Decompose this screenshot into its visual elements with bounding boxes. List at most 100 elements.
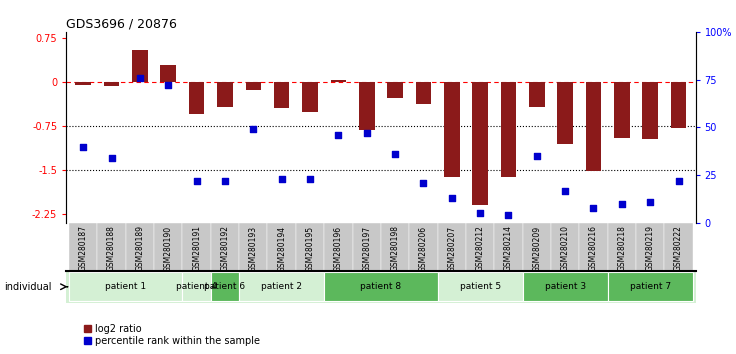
Text: GSM280198: GSM280198	[391, 225, 400, 272]
Text: patient 2: patient 2	[261, 282, 302, 291]
Bar	[670, 82, 686, 128]
Text: GSM280195: GSM280195	[305, 225, 314, 272]
FancyBboxPatch shape	[608, 273, 693, 301]
Bar	[160, 65, 176, 82]
Text: GSM280190: GSM280190	[164, 225, 173, 272]
Point	[503, 212, 514, 218]
Point	[389, 152, 401, 157]
Point	[247, 126, 259, 132]
Bar	[246, 82, 261, 90]
FancyBboxPatch shape	[438, 223, 466, 271]
FancyBboxPatch shape	[466, 223, 495, 271]
Point	[361, 130, 372, 136]
FancyBboxPatch shape	[608, 223, 636, 271]
FancyBboxPatch shape	[183, 223, 210, 271]
Text: GSM280206: GSM280206	[419, 225, 428, 272]
Text: patient 5: patient 5	[459, 282, 500, 291]
Bar	[416, 82, 431, 104]
FancyBboxPatch shape	[523, 223, 551, 271]
Bar	[359, 82, 375, 130]
Text: GSM280209: GSM280209	[532, 225, 541, 272]
FancyBboxPatch shape	[353, 223, 381, 271]
Bar	[500, 82, 516, 177]
Point	[587, 205, 599, 211]
Text: GSM280197: GSM280197	[362, 225, 371, 272]
FancyBboxPatch shape	[239, 223, 267, 271]
Text: GSM280210: GSM280210	[561, 225, 570, 272]
FancyBboxPatch shape	[665, 223, 693, 271]
Text: patient 7: patient 7	[629, 282, 670, 291]
FancyBboxPatch shape	[551, 223, 579, 271]
FancyBboxPatch shape	[324, 223, 353, 271]
FancyBboxPatch shape	[154, 223, 183, 271]
Point	[446, 195, 458, 201]
FancyBboxPatch shape	[239, 273, 324, 301]
Bar	[104, 82, 119, 86]
Point	[276, 176, 288, 182]
Bar	[132, 50, 148, 82]
Text: GSM280218: GSM280218	[618, 225, 626, 271]
Bar	[189, 82, 205, 114]
Bar	[586, 82, 601, 171]
Text: patient 3: patient 3	[545, 282, 586, 291]
Text: individual: individual	[4, 282, 52, 292]
Point	[134, 75, 146, 81]
FancyBboxPatch shape	[579, 223, 608, 271]
FancyBboxPatch shape	[324, 273, 438, 301]
FancyBboxPatch shape	[69, 273, 183, 301]
Text: patient 4: patient 4	[176, 282, 217, 291]
Text: GSM280219: GSM280219	[645, 225, 654, 272]
Point	[304, 176, 316, 182]
Point	[531, 153, 542, 159]
Text: GSM280196: GSM280196	[334, 225, 343, 272]
Bar	[444, 82, 459, 177]
FancyBboxPatch shape	[381, 223, 409, 271]
Point	[673, 178, 684, 184]
Text: GSM280188: GSM280188	[107, 225, 116, 271]
Text: GSM280187: GSM280187	[79, 225, 88, 272]
FancyBboxPatch shape	[409, 223, 438, 271]
FancyBboxPatch shape	[97, 223, 126, 271]
Point	[559, 188, 571, 193]
Point	[106, 155, 118, 161]
FancyBboxPatch shape	[126, 223, 154, 271]
Text: patient 8: patient 8	[361, 282, 401, 291]
Point	[616, 201, 628, 207]
Text: GSM280214: GSM280214	[504, 225, 513, 272]
FancyBboxPatch shape	[636, 223, 665, 271]
Bar	[76, 82, 91, 85]
FancyBboxPatch shape	[495, 223, 523, 271]
FancyBboxPatch shape	[267, 223, 296, 271]
Bar	[217, 82, 233, 107]
Point	[474, 211, 486, 216]
FancyBboxPatch shape	[523, 273, 608, 301]
Text: GSM280194: GSM280194	[277, 225, 286, 272]
Text: patient 6: patient 6	[205, 282, 246, 291]
Bar	[473, 82, 488, 205]
FancyBboxPatch shape	[210, 273, 239, 301]
Bar	[529, 82, 545, 107]
Point	[163, 82, 174, 88]
Bar	[330, 80, 346, 82]
Text: GSM280207: GSM280207	[447, 225, 456, 272]
Bar	[557, 82, 573, 144]
Point	[644, 199, 656, 205]
Legend: log2 ratio, percentile rank within the sample: log2 ratio, percentile rank within the s…	[84, 324, 261, 346]
Text: GSM280189: GSM280189	[135, 225, 144, 272]
Text: GDS3696 / 20876: GDS3696 / 20876	[66, 18, 177, 31]
Text: GSM280193: GSM280193	[249, 225, 258, 272]
Bar	[302, 82, 318, 113]
Point	[417, 180, 429, 186]
Bar	[387, 82, 403, 98]
Point	[333, 132, 344, 138]
Text: GSM280222: GSM280222	[674, 225, 683, 271]
Text: GSM280216: GSM280216	[589, 225, 598, 272]
FancyBboxPatch shape	[296, 223, 324, 271]
Text: patient 1: patient 1	[105, 282, 146, 291]
Text: GSM280191: GSM280191	[192, 225, 201, 272]
FancyBboxPatch shape	[69, 223, 97, 271]
Point	[77, 144, 89, 149]
FancyBboxPatch shape	[438, 273, 523, 301]
Point	[191, 178, 202, 184]
FancyBboxPatch shape	[210, 223, 239, 271]
